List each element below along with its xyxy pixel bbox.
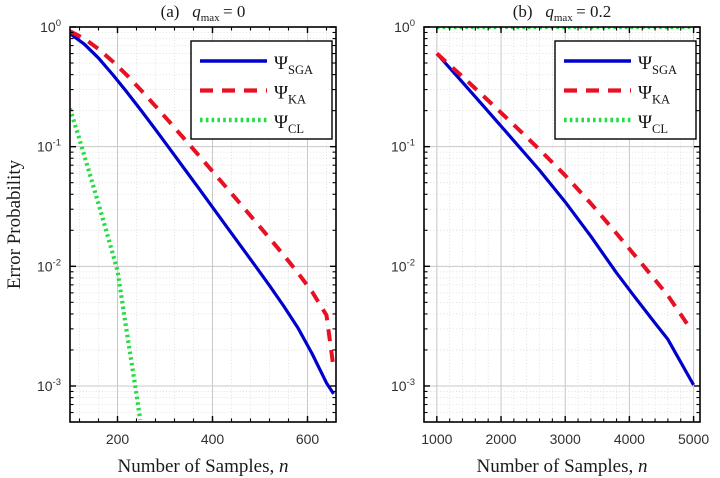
y-tick-label: 10-1 (391, 138, 415, 155)
y-axis-label: Error Probability (4, 159, 25, 289)
x-axis-label: Number of Samples, n (118, 456, 289, 477)
chart-svg-a: 100 10-1 10-2 10-3 200 400 600 (a) qmax = 0 Numb… (4, 2, 337, 477)
x-tick-label: 1000 (421, 431, 452, 447)
y-tick-label: 100 (40, 18, 61, 35)
y-tick-label: 10-1 (37, 138, 61, 155)
y-tick-label: 10-3 (391, 377, 415, 394)
y-tick-label: 10-2 (391, 257, 415, 274)
x-axis-label: Number of Samples, n (477, 456, 648, 477)
y-tick-label: 10-3 (37, 377, 61, 394)
series-line-dashed (435, 52, 689, 326)
x-tick-label: 400 (201, 431, 225, 447)
y-tick-label: 100 (394, 18, 415, 35)
data-series-group (435, 27, 695, 386)
x-tick-label: 600 (296, 431, 320, 447)
chart-panel-b: 100 10-1 10-2 10-3 1000 2000 3000 4000 5000 (b) q… (360, 0, 720, 478)
x-tick-label: 200 (106, 431, 130, 447)
data-series-group (70, 29, 336, 421)
legend-box (190, 40, 333, 140)
series-line-dashed (70, 29, 336, 369)
chart-panel-a: 100 10-1 10-2 10-3 200 400 600 (a) qmax = 0 Numb… (4, 2, 337, 477)
series-line-solid (70, 32, 335, 395)
chart-title: (b) qmax = 0.2 (513, 2, 612, 24)
chart-svg-b: 100 10-1 10-2 10-3 1000 2000 3000 4000 5000 (b) q… (391, 2, 709, 477)
x-tick-label: 3000 (550, 431, 581, 447)
legend-box (554, 40, 697, 140)
axes-frame (423, 26, 701, 423)
y-tick-label: 10-2 (37, 257, 61, 274)
series-line-solid (435, 52, 695, 386)
axes-frame (69, 26, 337, 423)
x-tick-label: 2000 (485, 431, 516, 447)
x-tick-label: 4000 (614, 431, 645, 447)
x-tick-label: 5000 (678, 431, 709, 447)
chart-title: (a) qmax = 0 (161, 2, 246, 24)
